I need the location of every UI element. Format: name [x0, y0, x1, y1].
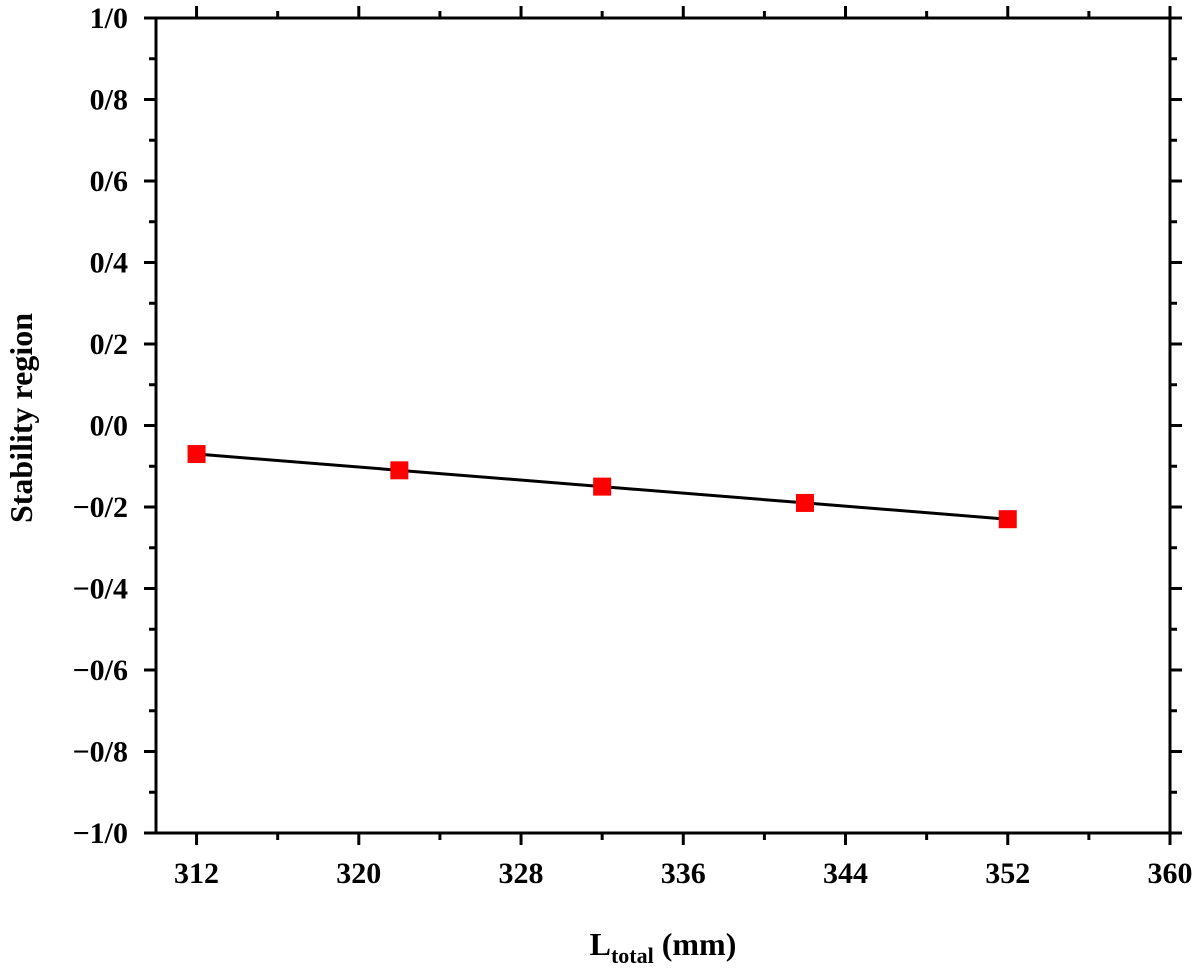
- y-tick-label: 0/0: [90, 410, 128, 443]
- y-tick-label: −0/8: [73, 736, 128, 769]
- x-tick-label: 344: [823, 857, 868, 890]
- y-axis-title: Stability region: [3, 313, 39, 523]
- y-tick-label: 0/2: [90, 328, 128, 361]
- x-axis-tick-labels: 312 320 328 336 344 352 360: [174, 857, 1192, 890]
- x-axis-title-subscript: total: [611, 943, 654, 968]
- x-tick-label: 336: [661, 857, 706, 890]
- y-tick-label: −0/2: [73, 491, 128, 524]
- y-tick-label: 0/4: [90, 247, 128, 280]
- x-tick-label: 360: [1148, 857, 1193, 890]
- x-tick-label: 320: [336, 857, 381, 890]
- series-group: [187, 445, 1017, 529]
- x-tick-label: 328: [499, 857, 544, 890]
- x-tick-label: 312: [174, 857, 219, 890]
- x-axis-title: Ltotal (mm): [590, 926, 737, 968]
- plot-area: [154, 16, 1172, 835]
- y-tick-label: −0/4: [73, 573, 128, 606]
- y-tick-label: 0/6: [90, 165, 128, 198]
- data-point: [795, 493, 814, 512]
- y-tick-label: −1/0: [73, 817, 128, 850]
- data-point: [998, 510, 1017, 529]
- x-tick-label: 352: [985, 857, 1030, 890]
- y-axis-tick-labels: 1/0 0/8 0/6 0/4 0/2 0/0 −0/2 −0/4 −0/6 −0/8 −1/0: [73, 2, 128, 850]
- y-tick-label: −0/6: [73, 654, 128, 687]
- y-tick-label: 0/8: [90, 84, 128, 117]
- data-point: [390, 461, 409, 480]
- x-axis-title-suffix: (mm): [654, 926, 737, 962]
- data-point: [187, 445, 206, 464]
- axis-ticks: [144, 6, 1182, 845]
- x-axis-title-main: L: [590, 926, 611, 962]
- y-tick-label: 1/0: [90, 2, 128, 35]
- data-point: [593, 477, 612, 496]
